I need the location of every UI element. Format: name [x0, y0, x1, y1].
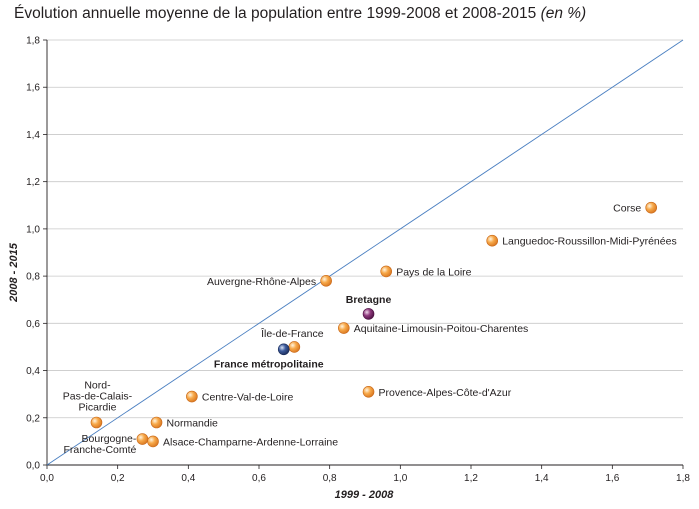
point-auvergne-rhone-alpes [320, 275, 332, 287]
point-bourgogne-franche-comte [136, 433, 149, 445]
y-tick-label: 0,6 [26, 319, 40, 330]
point-centre-val-de-loire [186, 390, 198, 403]
x-tick-label: 0,0 [40, 473, 54, 484]
point-nord-pas-de-calais-picardie [90, 416, 103, 429]
point-label-languedoc-roussillon-midi-pyrenees: Languedoc-Roussillon-Midi-Pyrénées [502, 236, 677, 248]
x-tick-label: 0,6 [252, 473, 266, 484]
axes-layer: 0,0 0,2 0,4 0,6 0,8 1,0 1,2 1,4 1,6 1,8 0,0 0,2 0,4 0… [26, 36, 690, 485]
x-tick-label: 1,2 [464, 473, 478, 484]
point-label-pays-de-la-loire: Pays de la Loire [396, 266, 471, 278]
point-bretagne [362, 308, 375, 320]
point-label-aquitaine-limousin-poitou-charentes: Aquitaine-Limousin-Poitou-Charentes [354, 323, 529, 335]
point-label-provence-alpes-cote-d-azur: Provence-Alpes-Côte-d'Azur [379, 387, 512, 399]
reference-line-layer [46, 39, 684, 466]
point-label-centre-val-de-loire: Centre-Val-de-Loire [202, 392, 294, 404]
point-label-bretagne: Bretagne [346, 294, 392, 306]
point-labels-layer: Corse Languedoc-Roussillon-Midi-Pyrénées P… [63, 203, 677, 456]
y-tick-label: 0,2 [26, 413, 40, 424]
points-layer [90, 201, 658, 448]
point-label-auvergne-rhone-alpes: Auvergne-Rhône-Alpes [207, 276, 316, 288]
point-corse [645, 201, 658, 214]
y-tick-label: 1,0 [26, 224, 40, 235]
x-tick-label: 1,4 [535, 473, 549, 484]
chart-title: Évolution annuelle moyenne de la populat… [14, 5, 586, 23]
y-tick-label: 0,8 [26, 272, 40, 283]
point-label-bourgogne-franche-comte: Bourgogne-Franche-Comté [63, 433, 136, 456]
y-tick-label: 1,8 [26, 36, 40, 47]
point-aquitaine-limousin-poitou-charentes [337, 322, 350, 334]
point-label-alsace-champarne-ardenne-lorraine: Alsace-Champarne-Ardenne-Lorraine [163, 436, 338, 448]
x-tick-label: 1,6 [605, 473, 619, 484]
reference-line-diagonal [46, 39, 684, 466]
x-tick-label: 1,8 [676, 473, 690, 484]
point-label-ile-de-france: Île-de-France [260, 327, 324, 340]
point-label-normandie: Normandie [167, 418, 219, 430]
point-label-nord-pas-de-calais-picardie: Nord-Pas-de-Calais-Picardie [63, 380, 133, 414]
point-france-metropolitaine [277, 343, 290, 356]
chart-title-text: Évolution annuelle moyenne de la populat… [14, 5, 537, 22]
point-normandie [150, 416, 163, 429]
point-languedoc-roussillon-midi-pyrenees [486, 234, 499, 247]
y-tick-label: 1,2 [26, 177, 40, 188]
point-alsace-champarne-ardenne-lorraine [147, 435, 159, 448]
x-tick-label: 1,0 [393, 473, 407, 484]
y-axis-title: 2008 - 2015 [8, 242, 20, 303]
x-tick-label: 0,8 [323, 473, 337, 484]
grid-layer [47, 39, 683, 419]
x-tick-label: 0,2 [111, 473, 125, 484]
point-ile-de-france [288, 341, 301, 353]
y-tick-label: 0,0 [26, 461, 40, 472]
x-tick-label: 0,4 [181, 473, 195, 484]
y-tick-label: 0,4 [26, 366, 40, 377]
y-tick-label: 1,6 [26, 83, 40, 94]
point-label-corse: Corse [613, 203, 641, 215]
chart-title-unit: (en %) [540, 5, 587, 22]
point-provence-alpes-cote-d-azur [362, 386, 375, 398]
point-label-france-metropolitaine: France métropolitaine [214, 358, 324, 370]
x-axis-title: 1999 - 2008 [335, 489, 395, 501]
point-pays-de-la-loire [380, 265, 393, 278]
y-tick-label: 1,4 [26, 130, 40, 141]
